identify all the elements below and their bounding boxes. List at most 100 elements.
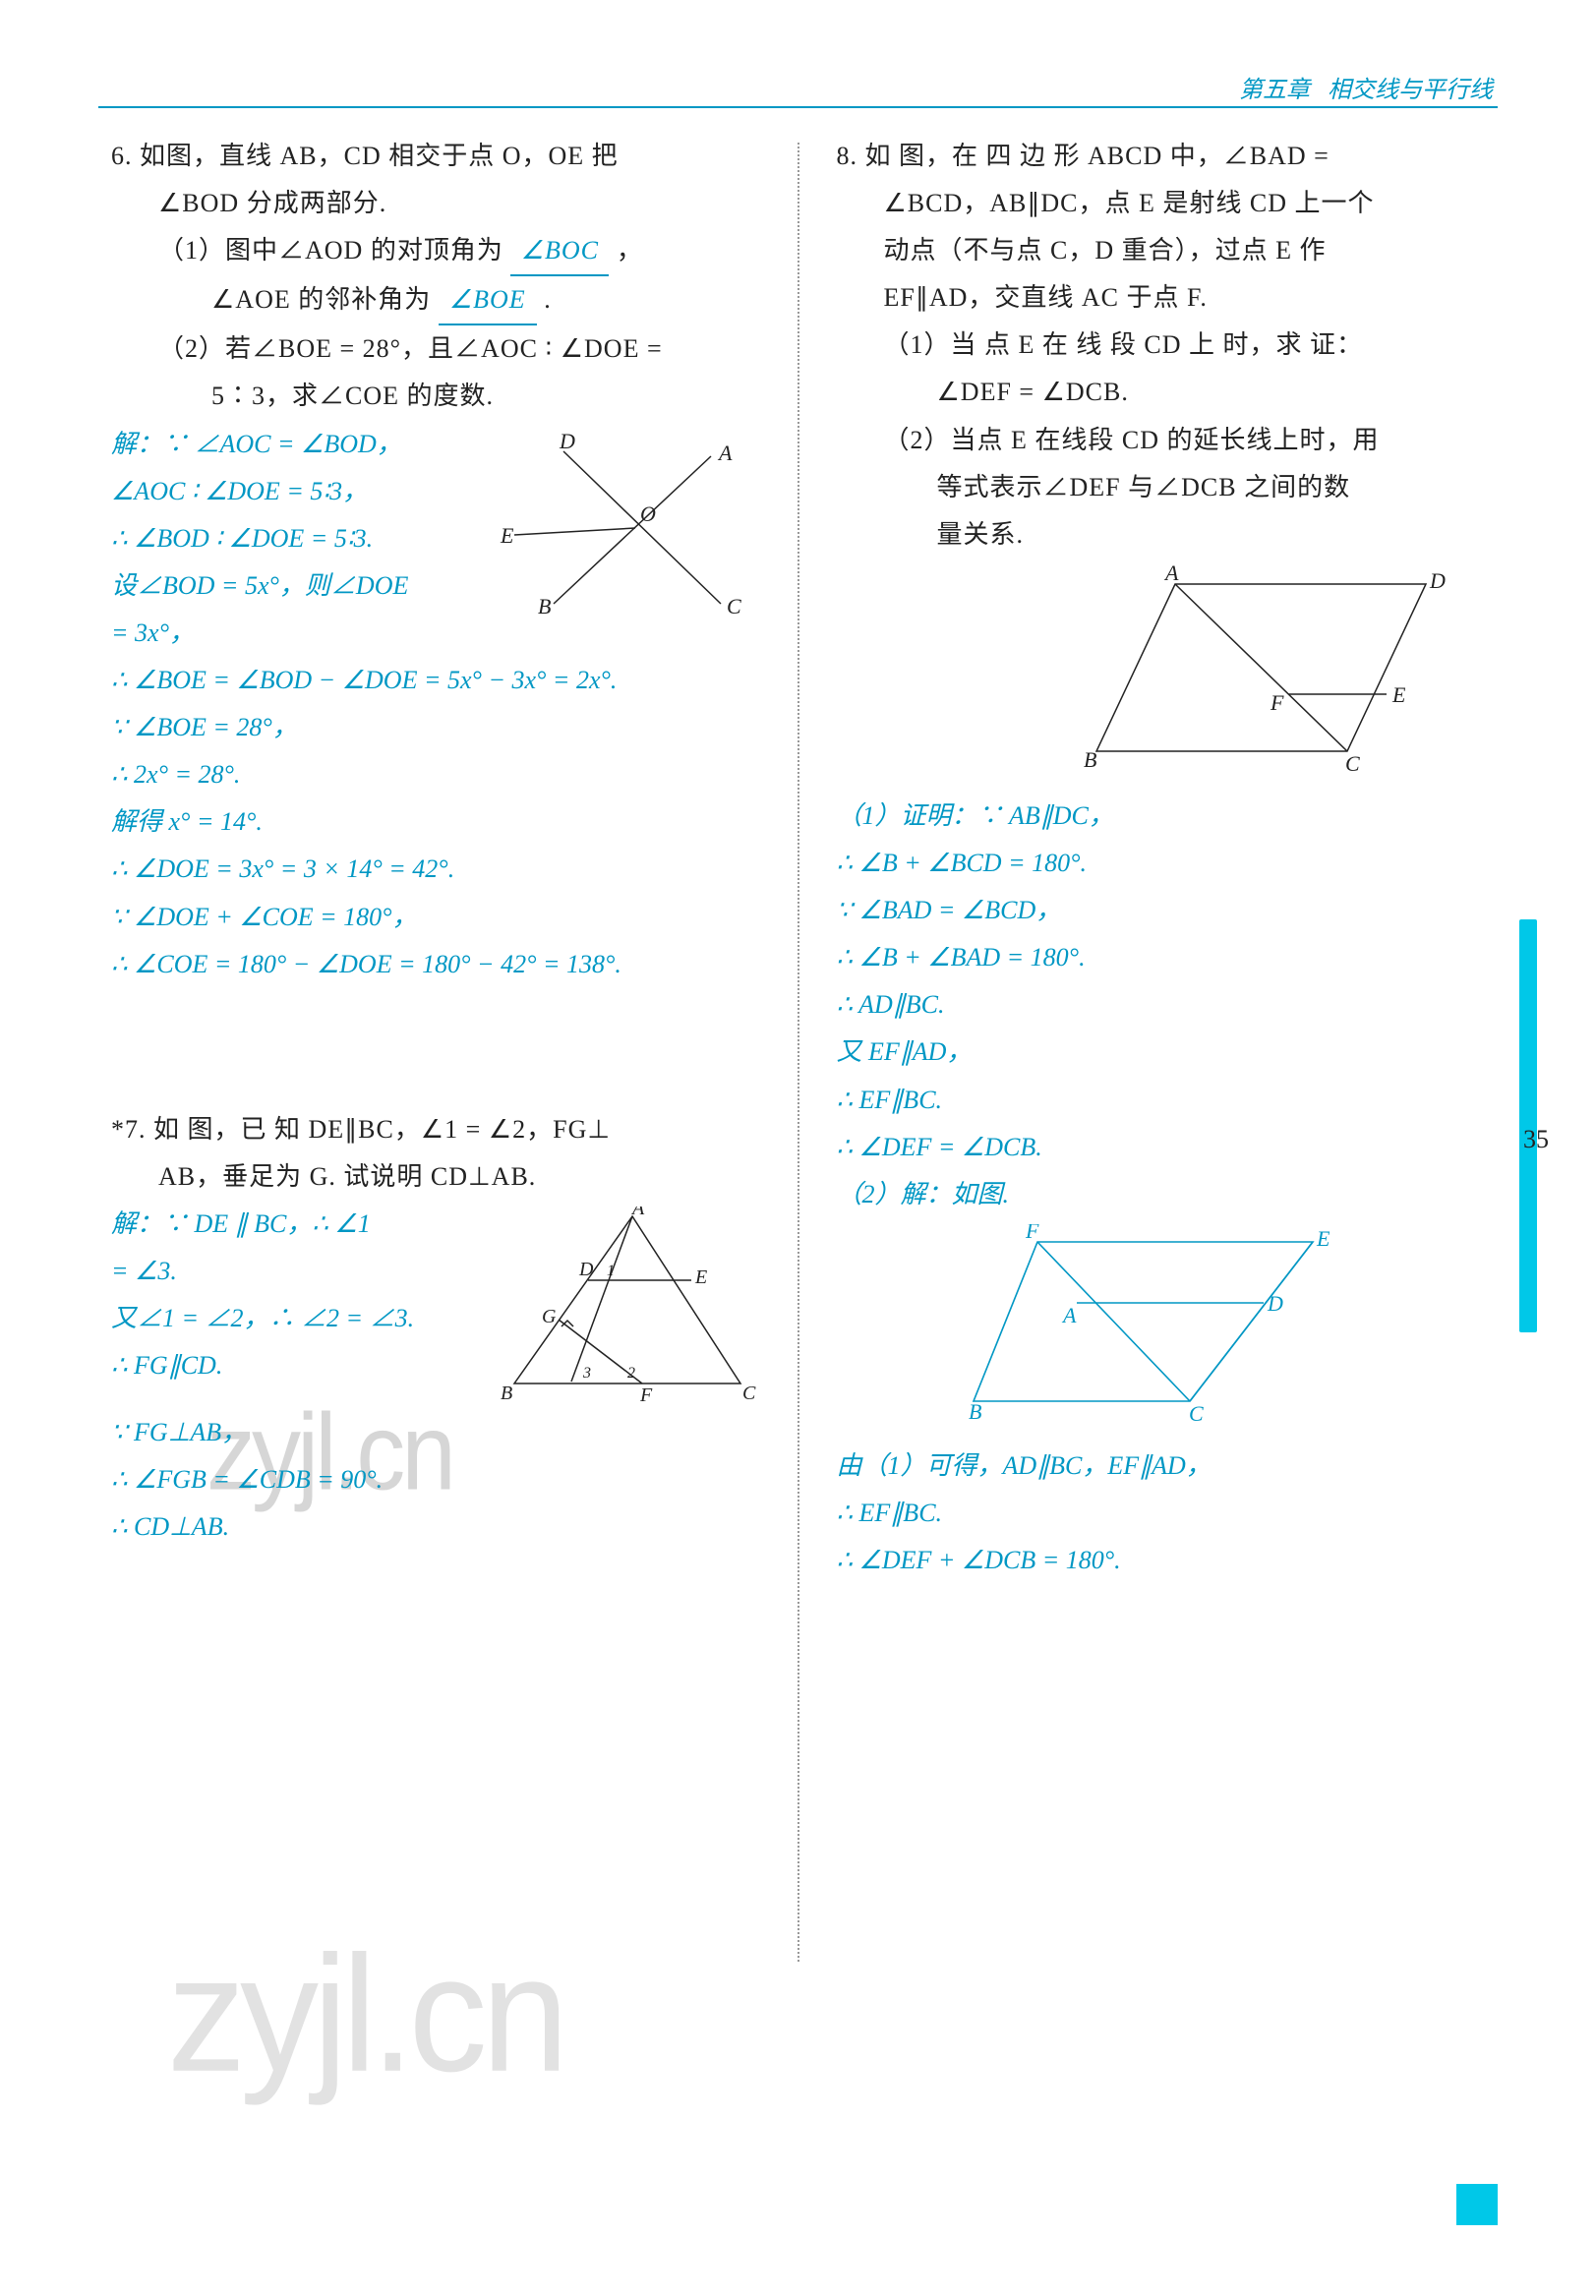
figure-label: B [1084, 747, 1096, 771]
chapter-topic: 相交线与平行线 [1328, 78, 1493, 103]
solution-line: ∵ ∠BOE = 28°， [111, 704, 760, 751]
subproblem: （1）当 点 E 在 线 段 CD 上 时，求 证： [837, 322, 1486, 369]
solution-line: 设∠BOD = 5x°，则∠DOE [111, 562, 495, 610]
solution-line: ∴ ∠DEF + ∠DCB = 180°. [837, 1537, 1486, 1584]
figure-label: E [1391, 682, 1406, 707]
solution-line: ∴ ∠B + ∠BCD = 180°. [837, 840, 1486, 887]
problem-stem: EF∥AD，交直线 AC 于点 F. [837, 274, 1486, 322]
subproblem: （2）当点 E 在线段 CD 的延长线上时，用 [837, 417, 1486, 464]
figure-8a: A D F E B C [1082, 564, 1455, 771]
figure-8b: F E A D B C [969, 1224, 1352, 1421]
figure-label: C [1189, 1401, 1204, 1421]
subproblem: 等式表示∠DEF 与∠DCB 之间的数 [837, 464, 1486, 511]
solution-line: ∴ ∠B + ∠BAD = 180°. [837, 934, 1486, 981]
column-divider [798, 143, 799, 1962]
problem-8: 8. 如 图，在 四 边 形 ABCD 中，∠BAD = [837, 133, 1486, 180]
figure-label: E [694, 1266, 707, 1288]
subproblem: （1）图中∠AOD 的对顶角为 ∠BOC ， [111, 227, 760, 276]
figure-label: 3 [582, 1365, 591, 1382]
problem-stem: ∠BCD，AB∥DC，点 E 是射线 CD 上一个 [837, 180, 1486, 227]
solution-line: 解得 x° = 14°. [111, 798, 760, 846]
solution-line: 解：∵ DE ∥ BC，∴ ∠1 [111, 1201, 485, 1248]
solution-line: ∵ ∠BAD = ∠BCD， [837, 887, 1486, 934]
figure-label: C [742, 1383, 756, 1403]
problem-number: 8. [837, 142, 858, 170]
figure-label: G [542, 1306, 557, 1327]
solution-line: （1）证明：∵ AB∥DC， [837, 793, 1486, 840]
problem-stem: 如 图，已 知 DE∥BC，∠1 = ∠2，FG⊥ [153, 1115, 611, 1144]
right-column: 8. 如 图，在 四 边 形 ABCD 中，∠BAD = ∠BCD，AB∥DC，… [829, 133, 1494, 1962]
bottom-corner-mark [1456, 2184, 1498, 2225]
text: ∠AOE 的邻补角为 [211, 285, 431, 314]
solution-line: ∴ ∠BOE = ∠BOD − ∠DOE = 5x° − 3x° = 2x°. [111, 657, 760, 704]
figure-label: O [640, 501, 656, 526]
chapter-number: 第五章 [1239, 78, 1310, 103]
figure-label: E [1316, 1226, 1330, 1251]
figure-label: A [630, 1207, 645, 1219]
solution-line: ∵ ∠DOE + ∠COE = 180°， [111, 894, 760, 941]
solution-line: ∴ ∠BOD ∶ ∠DOE = 5∶3. [111, 515, 495, 562]
solution-line: （2）解：如图. [837, 1171, 1486, 1218]
figure-label: A [717, 441, 733, 465]
figure-label: B [538, 594, 551, 614]
figure-label: A [1061, 1303, 1077, 1327]
solution-line: = ∠3. [111, 1248, 485, 1295]
solution-line: ∴ FG∥CD. [111, 1342, 485, 1389]
solution-line: = 3x°， [111, 610, 495, 657]
problem-stem: 如图，直线 AB，CD 相交于点 O，OE 把 [140, 142, 619, 170]
text: （1）图中∠AOD 的对顶角为 [158, 236, 503, 265]
figure-7: A D E G B F C 1 2 3 [485, 1207, 760, 1403]
figure-label: D [1267, 1291, 1283, 1316]
solution-line: ∠AOC ∶ ∠DOE = 5∶3， [111, 468, 495, 515]
figure-label: 1 [607, 1263, 615, 1279]
figure-label: C [1345, 751, 1360, 771]
problem-6: 6. 如图，直线 AB，CD 相交于点 O，OE 把 [111, 133, 760, 180]
subproblem: （2）若∠BOE = 28°，且∠AOC ∶ ∠DOE = [111, 325, 760, 373]
solution-line: ∴ ∠DOE = 3x° = 3 × 14° = 42°. [111, 846, 760, 893]
figure-6: D A E O B C [495, 427, 760, 614]
solution-line: ∴ ∠DEF = ∠DCB. [837, 1124, 1486, 1171]
figure-label: B [501, 1383, 512, 1403]
solution-line: ∴ ∠FGB = ∠CDB = 90°. [111, 1456, 760, 1503]
figure-label: 2 [627, 1365, 635, 1382]
subproblem: ∠DEF = ∠DCB. [837, 369, 1486, 416]
answer-blank: ∠BOE [439, 276, 537, 325]
page-number: 35 [1523, 1116, 1549, 1163]
problem-7: *7. 如 图，已 知 DE∥BC，∠1 = ∠2，FG⊥ [111, 1106, 760, 1153]
solution-line: 又 EF∥AD， [837, 1029, 1486, 1076]
left-column: 6. 如图，直线 AB，CD 相交于点 O，OE 把 ∠BOD 分成两部分. （… [103, 133, 768, 1962]
subproblem: ∠AOE 的邻补角为 ∠BOE . [111, 276, 760, 325]
problem-stem: ∠BOD 分成两部分. [111, 180, 760, 227]
text: . [544, 285, 552, 314]
problem-stem: 动点（不与点 C，D 重合），过点 E 作 [837, 227, 1486, 274]
solution-line: ∵ FG⊥AB， [111, 1409, 760, 1456]
figure-label: D [578, 1259, 594, 1280]
solution-line: 解：∵ ∠AOC = ∠BOD， [111, 421, 495, 468]
solution-line: ∴ CD⊥AB. [111, 1503, 760, 1551]
solution-line: ∴ EF∥BC. [837, 1490, 1486, 1537]
solution-line: ∴ EF∥BC. [837, 1077, 1486, 1124]
figure-label: E [500, 523, 514, 548]
figure-label: D [1429, 568, 1446, 593]
figure-label: F [639, 1384, 653, 1403]
figure-label: B [969, 1399, 981, 1421]
solution-line: 由（1）可得，AD∥BC，EF∥AD， [837, 1442, 1486, 1490]
solution-line: 又∠1 = ∠2，∴ ∠2 = ∠3. [111, 1295, 485, 1342]
figure-label: A [1163, 564, 1179, 585]
text: ， [617, 236, 643, 265]
problem-number: *7. [111, 1115, 147, 1144]
header-rule [98, 106, 1498, 108]
figure-label: C [727, 594, 741, 614]
solution-line: ∴ AD∥BC. [837, 981, 1486, 1029]
problem-stem: 如 图，在 四 边 形 ABCD 中，∠BAD = [865, 142, 1330, 170]
figure-label: F [1025, 1224, 1039, 1243]
problem-stem: AB，垂足为 G. 试说明 CD⊥AB. [111, 1153, 760, 1201]
figure-label: F [1270, 690, 1284, 715]
subproblem: 5∶3，求∠COE 的度数. [111, 373, 760, 420]
subproblem: 量关系. [837, 511, 1486, 559]
solution-line: ∴ 2x° = 28°. [111, 751, 760, 798]
page-body: 6. 如图，直线 AB，CD 相交于点 O，OE 把 ∠BOD 分成两部分. （… [103, 133, 1493, 1962]
figure-label: D [559, 429, 575, 453]
solution-line: ∴ ∠COE = 180° − ∠DOE = 180° − 42° = 138°… [111, 941, 760, 988]
problem-number: 6. [111, 142, 133, 170]
